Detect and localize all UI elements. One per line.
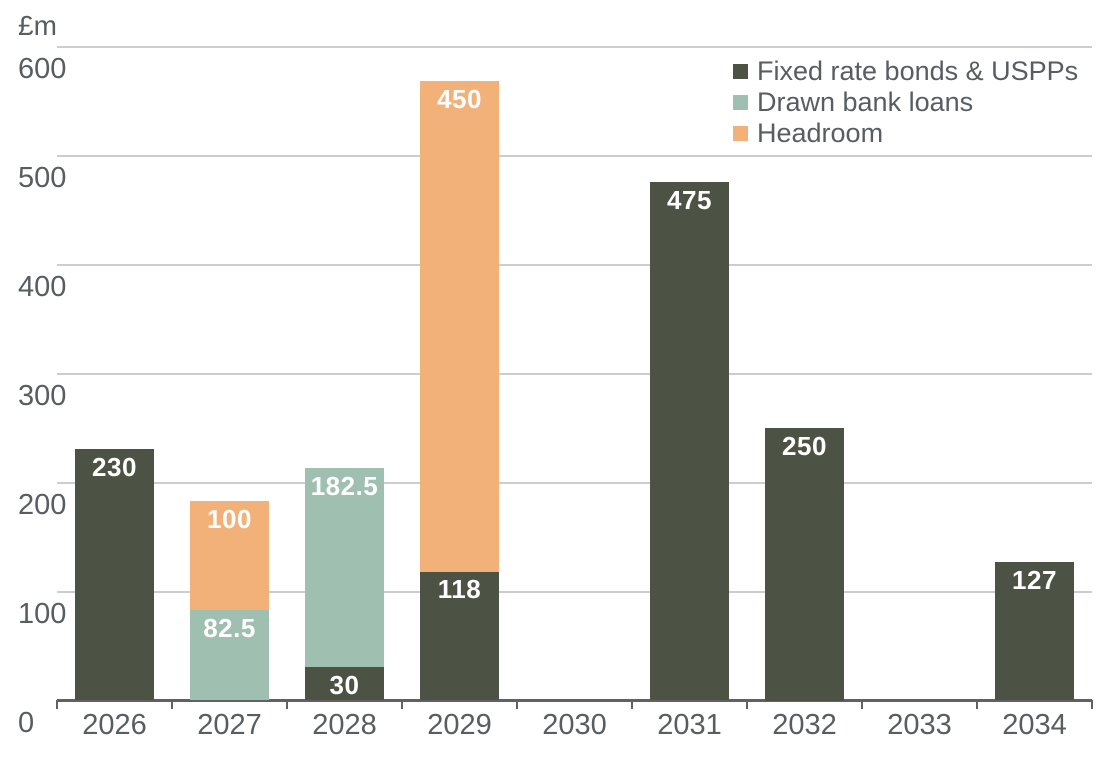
y-axis-unit-label: £m [18,10,57,41]
x-axis-tick [401,700,403,709]
bar-value-label: 450 [437,84,482,114]
gridline [57,264,1092,266]
gridline [57,591,1092,593]
legend-label: Fixed rate bonds & USPPs [757,56,1079,86]
y-tick-label: 100 [18,598,67,630]
bar-segment: 475 [650,182,729,700]
legend-item: Headroom [733,118,1078,149]
y-tick-label: 600 [18,53,67,85]
x-tick-label: 2027 [197,709,262,741]
legend-label: Drawn bank loans [757,87,974,117]
x-tick-label: 2033 [887,709,952,741]
y-tick-label: 300 [18,380,67,412]
bar-segment: 182.5 [305,468,384,667]
bar-value-label: 30 [329,670,360,700]
gridline [57,373,1092,375]
bar-value-label: 250 [782,431,827,461]
bar-value-label: 230 [92,452,137,482]
x-axis-tick [631,700,633,709]
x-axis-tick [746,700,748,709]
x-axis-tick [286,700,288,709]
y-tick-label: 500 [18,162,67,194]
legend: Fixed rate bonds & USPPs Drawn bank loans… [733,56,1078,149]
x-axis-tick [516,700,518,709]
bar-segment: 450 [420,81,499,572]
y-tick-label: 200 [18,489,67,521]
bar-value-label: 118 [437,574,482,604]
bar-value-label: 82.5 [203,613,256,643]
gridline [57,46,1092,48]
x-axis-tick [171,700,173,709]
legend-item: Drawn bank loans [733,87,1078,118]
x-axis-tick [56,700,58,709]
bar-segment: 127 [995,562,1074,700]
bar-value-label: 475 [667,185,712,215]
x-axis-tick [861,700,863,709]
x-tick-label: 2032 [772,709,837,741]
bar-value-label: 182.5 [310,471,379,501]
x-tick-label: 2028 [312,709,377,741]
x-tick-label: 2031 [657,709,722,741]
x-tick-label: 2030 [542,709,607,741]
legend-swatch [733,95,748,110]
x-axis-tick [1091,700,1093,709]
gridline [57,155,1092,157]
y-tick-label: 400 [18,271,67,303]
x-axis-line [57,699,1092,702]
bar-segment: 118 [420,571,499,700]
x-tick-label: 2034 [1002,709,1067,741]
gridline [57,482,1092,484]
x-tick-label: 2026 [82,709,147,741]
y-tick-label: 0 [18,707,35,739]
bar-segment: 30 [305,667,384,700]
legend-swatch [733,64,748,79]
legend-item: Fixed rate bonds & USPPs [733,56,1078,87]
bar-segment: 250 [765,428,844,701]
x-axis-tick [976,700,978,709]
x-tick-label: 2029 [427,709,492,741]
legend-swatch [733,126,748,141]
legend-label: Headroom [757,118,884,148]
bar-segment: 100 [190,501,269,610]
bar-value-label: 127 [1012,565,1057,595]
bar-segment: 230 [75,449,154,700]
bar-segment: 82.5 [190,610,269,700]
bar-value-label: 100 [207,504,252,534]
